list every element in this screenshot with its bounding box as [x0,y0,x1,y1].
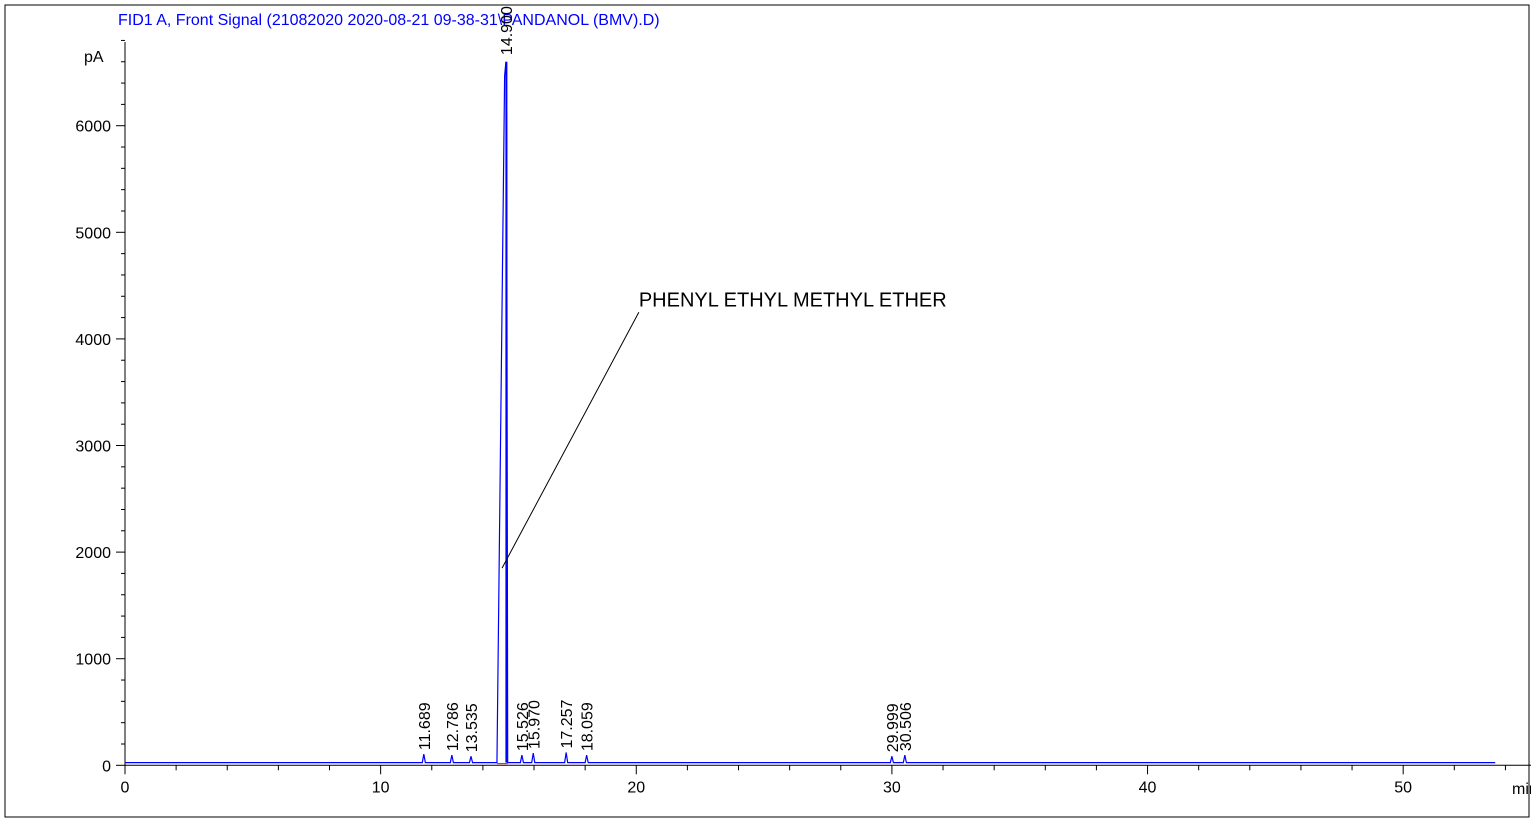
y-tick-label: 6000 [75,119,111,136]
x-tick-label: 40 [1139,779,1157,796]
outer-frame [4,4,1530,818]
x-tick-label: 20 [627,779,645,796]
annotation-leader-line [501,312,640,569]
peak-label: 11.689 [417,702,434,750]
y-tick-label: 3000 [75,439,111,456]
peak-label: 17.257 [559,699,576,748]
y-tick-label: 2000 [75,545,111,562]
y-axis-unit-label: pA [84,49,104,66]
y-tick-label: 1000 [75,652,111,669]
peak-label: 14.900 [499,6,516,55]
x-tick-label: 10 [372,779,390,796]
peak-label: 12.786 [445,702,462,751]
x-tick-label: 30 [883,779,901,796]
peak-label: 18.059 [580,702,597,751]
axes: 0 1000 2000 3000 4000 5000 6000 0 10 20 30 40 50 [75,39,1531,796]
peak-label: 13.535 [464,703,481,752]
y-tick-label: 0 [102,758,111,775]
y-tick-label: 5000 [75,225,111,242]
x-tick-label: 50 [1394,779,1412,796]
signal-trace [125,61,1496,764]
peak-label: 29.999 [885,703,902,752]
peak-label: 15.970 [526,700,543,749]
x-tick-label: 0 [121,779,130,796]
y-tick-label: 4000 [75,332,111,349]
peak-label: 15.526 [515,702,532,751]
plot-frame [4,4,1530,818]
signal-traces [125,61,1496,765]
annotation-label: PHENYL ETHYL METHYL ETHER [639,289,947,311]
x-axis-unit-label: min [1512,781,1531,798]
peak-label: 30.506 [898,702,915,751]
annotations: PHENYL ETHYL METHYL ETHER [501,289,947,569]
chart-title: FID1 A, Front Signal (21082020 2020-08-2… [118,12,660,29]
